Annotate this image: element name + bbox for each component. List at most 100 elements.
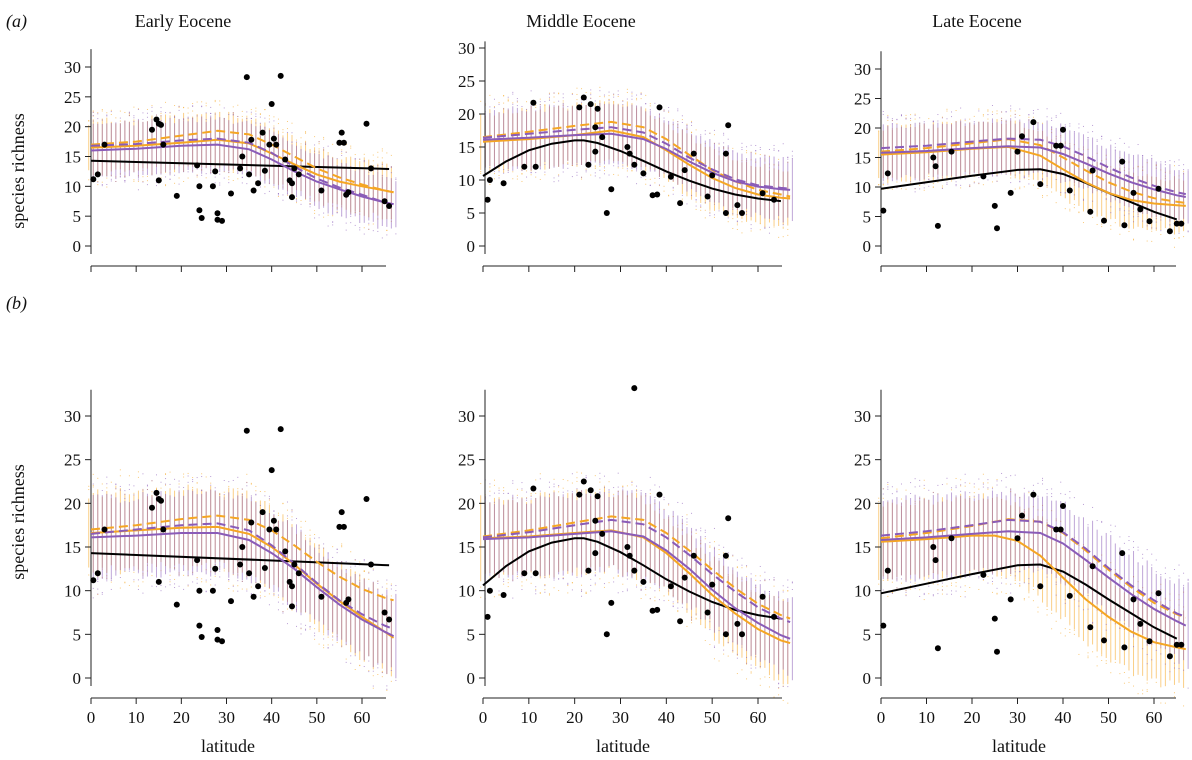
data-point xyxy=(289,180,295,187)
range-dot xyxy=(910,114,912,116)
range-dot xyxy=(718,201,720,203)
range-dot xyxy=(507,99,509,101)
range-dot xyxy=(686,625,688,627)
range-dot xyxy=(232,585,234,587)
range-dot xyxy=(124,571,126,573)
purple-dashed-curve xyxy=(880,518,1187,618)
y-tick-label: 30 xyxy=(854,60,871,79)
range-dot xyxy=(987,576,989,578)
range-dot xyxy=(1183,669,1185,671)
data-point xyxy=(1101,637,1107,644)
range-dot xyxy=(672,119,674,121)
range-dot xyxy=(146,116,148,118)
range-dot xyxy=(700,204,702,206)
data-point xyxy=(690,150,697,157)
range-dot xyxy=(119,475,121,477)
range-dot xyxy=(544,577,546,579)
data-point xyxy=(219,217,225,224)
data-point xyxy=(649,607,656,614)
range-dot xyxy=(390,154,392,156)
range-dot xyxy=(709,545,711,547)
range-dot xyxy=(672,187,674,189)
range-dot xyxy=(332,546,334,548)
data-point xyxy=(289,194,295,201)
range-dot xyxy=(746,210,748,212)
range-dot xyxy=(318,151,320,153)
range-dot xyxy=(115,176,117,178)
range-dot xyxy=(636,94,638,96)
range-dot xyxy=(250,117,252,119)
range-dot xyxy=(165,473,167,475)
range-dot xyxy=(914,114,916,116)
range-dot xyxy=(133,581,135,583)
range-dot xyxy=(991,591,993,593)
range-dot xyxy=(576,488,578,490)
range-dot xyxy=(516,497,518,499)
range-dot xyxy=(941,593,943,595)
data-point xyxy=(484,613,491,620)
range-dot xyxy=(736,653,738,655)
range-dot xyxy=(900,578,902,580)
data-point xyxy=(880,622,887,629)
range-dot xyxy=(192,117,194,119)
range-dot xyxy=(372,170,374,172)
range-dot xyxy=(137,189,139,191)
range-dot xyxy=(1101,520,1103,522)
range-dot xyxy=(896,587,898,589)
range-dot xyxy=(395,590,397,592)
range-dot xyxy=(512,480,514,482)
range-dot xyxy=(887,116,889,118)
range-dot xyxy=(622,100,624,102)
range-dot xyxy=(1014,116,1016,118)
range-dot xyxy=(264,186,266,188)
range-dot xyxy=(350,551,352,553)
range-dot xyxy=(1014,575,1016,577)
range-dot xyxy=(1137,546,1139,548)
data-point xyxy=(1030,491,1037,498)
range-dot xyxy=(246,111,248,113)
range-dot xyxy=(741,149,743,151)
data-point xyxy=(155,578,162,585)
range-dot xyxy=(250,586,252,588)
range-dot xyxy=(654,590,656,592)
range-dot xyxy=(137,572,139,574)
range-dot xyxy=(250,593,252,595)
range-dot xyxy=(1010,110,1012,112)
range-dot xyxy=(305,150,307,152)
range-dot xyxy=(882,493,884,495)
data-point xyxy=(194,162,201,169)
range-dot xyxy=(345,561,347,563)
range-dot xyxy=(314,136,316,138)
range-dot xyxy=(489,495,491,497)
range-dot xyxy=(764,226,766,228)
range-dot xyxy=(695,613,697,615)
range-dot xyxy=(548,493,550,495)
range-dot xyxy=(512,597,514,599)
range-dot xyxy=(223,491,225,493)
range-dot xyxy=(183,569,185,571)
range-dot xyxy=(677,607,679,609)
range-dot xyxy=(345,151,347,153)
range-dot xyxy=(878,130,880,132)
range-dot xyxy=(713,658,715,660)
x-tick-label: 20 xyxy=(964,708,981,727)
range-dot xyxy=(548,92,550,94)
range-dot xyxy=(137,471,139,473)
range-dot xyxy=(1114,146,1116,148)
range-dot xyxy=(973,495,975,497)
range-dot xyxy=(101,181,103,183)
range-dot xyxy=(187,472,189,474)
range-dot xyxy=(151,491,153,493)
data-point xyxy=(286,578,293,585)
range-dot xyxy=(1064,635,1066,637)
range-dot xyxy=(350,215,352,217)
range-dot xyxy=(1169,224,1171,226)
simulation-ranges xyxy=(878,105,1189,248)
range-dot xyxy=(1032,109,1034,111)
range-dot xyxy=(969,184,971,186)
range-dot xyxy=(562,478,564,480)
range-dot xyxy=(1146,690,1148,692)
range-dot xyxy=(192,105,194,107)
range-dot xyxy=(1014,174,1016,176)
